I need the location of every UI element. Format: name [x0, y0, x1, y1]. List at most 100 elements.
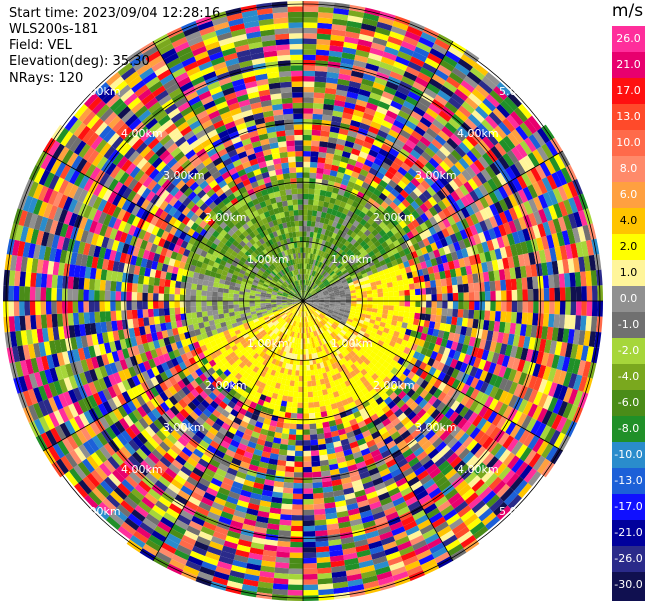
radar-gate — [153, 316, 161, 325]
radar-gate — [313, 296, 319, 299]
radar-gate — [329, 126, 340, 134]
radar-gate — [303, 49, 317, 55]
radar-gate — [340, 156, 350, 164]
radar-gate — [319, 135, 329, 143]
radar-gate — [446, 137, 459, 150]
radar-gate — [486, 149, 499, 163]
radar-gate — [296, 413, 303, 419]
radar-gate — [498, 211, 509, 225]
radar-gate — [328, 55, 342, 63]
radar-gate — [564, 314, 571, 329]
radar-gate — [308, 396, 314, 403]
radar-gate — [324, 93, 336, 100]
radar-gate — [387, 192, 397, 202]
radar-gate — [283, 476, 294, 483]
radar-gate — [303, 70, 316, 77]
radar-gate — [356, 263, 364, 269]
radar-gate — [533, 196, 544, 211]
radar-gate — [334, 199, 342, 206]
radar-gate — [345, 293, 351, 297]
radar-gate — [401, 198, 411, 208]
radar-gate — [454, 109, 468, 122]
radar-gate — [306, 285, 309, 291]
radar-gate — [287, 584, 303, 591]
radar-gate — [306, 293, 312, 298]
radar-gate — [494, 142, 507, 157]
radar-gate — [359, 218, 368, 227]
radar-gate — [422, 267, 429, 276]
radar-gate — [397, 180, 407, 190]
radar-gate — [311, 466, 321, 473]
radar-gate — [337, 205, 345, 213]
radar-gate — [320, 269, 326, 275]
radar-gate — [318, 151, 327, 159]
radar-gate — [305, 292, 310, 297]
radar-gate — [437, 130, 450, 142]
radar-gate — [308, 263, 311, 270]
radar-gate — [303, 541, 316, 548]
radar-gate — [425, 127, 438, 139]
radar-gate — [316, 38, 331, 46]
radar-gate — [336, 255, 343, 262]
radar-gate — [440, 278, 447, 287]
radar-gate — [324, 229, 330, 236]
radar-gate — [478, 231, 487, 244]
radar-gate — [305, 285, 308, 291]
radar-gate — [310, 439, 319, 446]
radar-gate — [511, 231, 521, 245]
radar-gate — [363, 236, 371, 244]
radar-gate — [407, 317, 415, 325]
radar-gate — [325, 274, 331, 280]
radar-gate — [427, 266, 434, 275]
radar-gate — [472, 175, 483, 188]
radar-gate — [327, 277, 334, 283]
radar-gate — [321, 228, 327, 235]
radar-gate — [414, 46, 430, 58]
radar-gate — [527, 184, 538, 199]
radar-gate — [413, 256, 421, 265]
radar-gate — [297, 391, 303, 398]
radar-gate — [283, 482, 294, 489]
radar-gate — [527, 152, 540, 168]
radar-gate — [447, 97, 462, 110]
radar-gate — [318, 297, 325, 300]
radar-gate — [313, 295, 319, 298]
radar-gate — [467, 113, 482, 127]
radar-gate — [185, 306, 192, 314]
radar-gate — [490, 290, 496, 301]
radar-gate — [307, 204, 314, 211]
radar-gate — [320, 130, 330, 137]
radar-gate — [331, 209, 338, 216]
radar-gate — [439, 59, 455, 72]
radar-gate — [498, 224, 507, 237]
radar-gate — [522, 228, 531, 242]
radar-gate — [541, 143, 554, 160]
radar-gate — [290, 531, 303, 537]
radar-gate — [419, 136, 432, 147]
radar-gate — [281, 503, 293, 510]
radar-gate — [431, 232, 441, 243]
radar-gate — [334, 306, 341, 309]
radar-gate — [510, 111, 524, 126]
radar-gate — [419, 203, 429, 213]
radar-gate — [331, 29, 346, 37]
radar-gate — [533, 301, 539, 314]
radar-gate — [364, 202, 373, 210]
radar-gate — [329, 225, 336, 233]
radar-gate — [536, 179, 548, 195]
radar-gate — [505, 311, 512, 323]
radar-gate — [320, 277, 326, 283]
radar-gate — [394, 138, 406, 149]
radar-gate — [335, 279, 342, 284]
radar-gate — [311, 129, 321, 136]
radar-gate — [500, 311, 507, 323]
radar-gate — [542, 221, 552, 236]
radar-gate — [317, 433, 325, 440]
radar-gate — [438, 247, 446, 257]
radar-gate — [383, 296, 389, 301]
radar-gate — [436, 308, 443, 316]
radar-gate — [517, 189, 529, 203]
radar-gate — [333, 287, 339, 292]
radar-gate — [311, 291, 317, 296]
radar-gate — [311, 385, 318, 392]
